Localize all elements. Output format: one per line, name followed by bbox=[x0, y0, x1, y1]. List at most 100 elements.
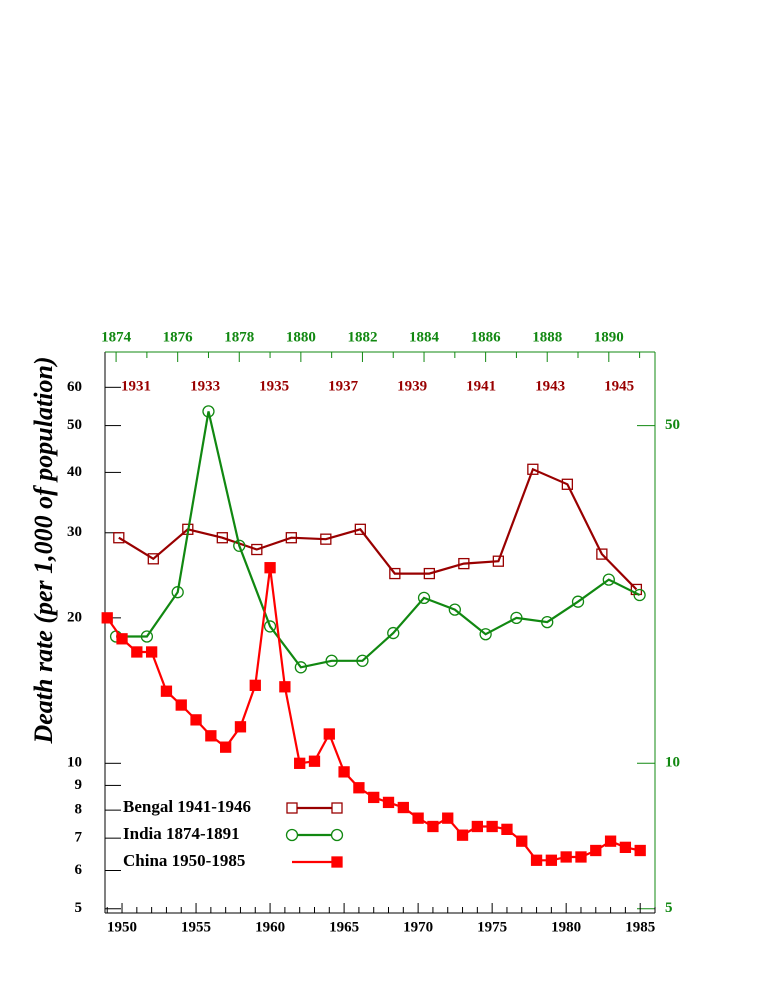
x-tick-label: 1970 bbox=[403, 919, 433, 935]
legend-marker bbox=[285, 828, 299, 842]
data-point bbox=[590, 844, 602, 857]
data-point bbox=[486, 820, 498, 833]
y-tick-label: 40 bbox=[67, 464, 82, 480]
data-point bbox=[368, 791, 380, 804]
x-tick-label: 1874 bbox=[101, 329, 132, 345]
x-tick-label: 1935 bbox=[259, 378, 289, 394]
data-point bbox=[171, 586, 184, 599]
data-point bbox=[285, 532, 297, 544]
x-tick-label: 1880 bbox=[286, 329, 316, 345]
data-point bbox=[251, 543, 263, 556]
x-tick-label: 1886 bbox=[471, 329, 502, 345]
y-tick-label: 50 bbox=[67, 417, 82, 433]
x-tick-label: 1933 bbox=[190, 378, 220, 394]
legend-marker bbox=[331, 802, 343, 814]
data-point bbox=[294, 661, 308, 674]
data-point bbox=[596, 548, 608, 560]
data-point bbox=[633, 588, 646, 602]
series-line bbox=[118, 467, 638, 591]
y2-tick-label: 10 bbox=[665, 755, 680, 771]
data-point bbox=[510, 611, 523, 625]
data-point bbox=[249, 679, 261, 691]
data-point bbox=[387, 626, 400, 640]
y-tick-label: 8 bbox=[75, 802, 83, 818]
series-line bbox=[116, 411, 641, 669]
y-tick-label: 30 bbox=[67, 524, 82, 540]
data-point bbox=[320, 533, 332, 545]
x-tick-label: 1939 bbox=[397, 378, 427, 394]
data-point bbox=[541, 615, 554, 629]
y-tick-label: 5 bbox=[75, 900, 83, 916]
x-tick-label: 1884 bbox=[409, 329, 440, 345]
data-point bbox=[501, 823, 513, 835]
y-tick-label: 7 bbox=[75, 830, 83, 846]
data-point bbox=[323, 728, 335, 740]
data-point bbox=[113, 532, 125, 544]
legend-label: India 1874-1891 bbox=[123, 824, 240, 843]
data-point bbox=[338, 766, 350, 778]
data-point bbox=[147, 553, 159, 565]
x-tick-label: 1888 bbox=[532, 329, 562, 345]
data-point bbox=[604, 835, 617, 847]
data-point bbox=[575, 851, 587, 863]
data-point bbox=[354, 523, 366, 535]
y-tick-label: 9 bbox=[75, 777, 83, 793]
data-point bbox=[325, 654, 338, 667]
data-point bbox=[263, 620, 277, 633]
data-point bbox=[202, 405, 215, 418]
data-point bbox=[160, 685, 173, 697]
series-line bbox=[106, 567, 641, 862]
data-point bbox=[175, 699, 187, 711]
data-point bbox=[397, 801, 409, 814]
data-point bbox=[417, 591, 431, 605]
data-point bbox=[101, 612, 113, 624]
data-point bbox=[545, 854, 558, 866]
data-point bbox=[389, 567, 401, 580]
data-point bbox=[471, 820, 483, 833]
x-tick-label: 1931 bbox=[121, 378, 151, 394]
legend-label: Bengal 1941-1946 bbox=[123, 797, 251, 816]
x-tick-label: 1950 bbox=[107, 919, 137, 935]
data-point bbox=[527, 463, 539, 475]
data-point bbox=[145, 646, 158, 658]
data-point bbox=[423, 567, 435, 580]
data-point bbox=[234, 721, 247, 733]
x-tick-label: 1960 bbox=[255, 919, 285, 935]
data-point bbox=[308, 755, 321, 767]
data-point bbox=[279, 681, 291, 693]
y-tick-label: 20 bbox=[67, 609, 82, 625]
data-point bbox=[561, 478, 574, 490]
x-tick-label: 1945 bbox=[604, 378, 634, 394]
data-point bbox=[294, 757, 306, 769]
data-point bbox=[560, 851, 572, 863]
data-point bbox=[456, 829, 469, 841]
x-tick-label: 1965 bbox=[329, 919, 359, 935]
x-tick-label: 1975 bbox=[477, 919, 507, 935]
data-point bbox=[530, 854, 543, 866]
data-point bbox=[264, 562, 276, 574]
x-tick-label: 1941 bbox=[466, 378, 496, 394]
data-point bbox=[140, 630, 154, 643]
data-point bbox=[427, 820, 439, 833]
y-axis-label: Death rate (per 1,000 of population) bbox=[29, 356, 58, 744]
data-point bbox=[492, 555, 505, 567]
y2-tick-label: 5 bbox=[665, 900, 673, 916]
data-point bbox=[458, 557, 470, 570]
x-tick-label: 1943 bbox=[535, 378, 565, 394]
x-tick-label: 1955 bbox=[181, 919, 211, 935]
data-point bbox=[190, 714, 202, 726]
x-tick-label: 1882 bbox=[347, 329, 377, 345]
y-tick-label: 10 bbox=[67, 755, 82, 771]
legend-marker bbox=[330, 828, 344, 842]
legend-marker bbox=[331, 856, 343, 868]
data-point bbox=[448, 603, 461, 616]
y2-tick-label: 50 bbox=[665, 417, 680, 433]
data-point bbox=[131, 646, 143, 658]
data-point bbox=[220, 741, 232, 753]
data-point bbox=[353, 782, 365, 794]
y-tick-label: 60 bbox=[67, 379, 82, 395]
data-point bbox=[216, 532, 228, 544]
data-point bbox=[412, 812, 424, 824]
